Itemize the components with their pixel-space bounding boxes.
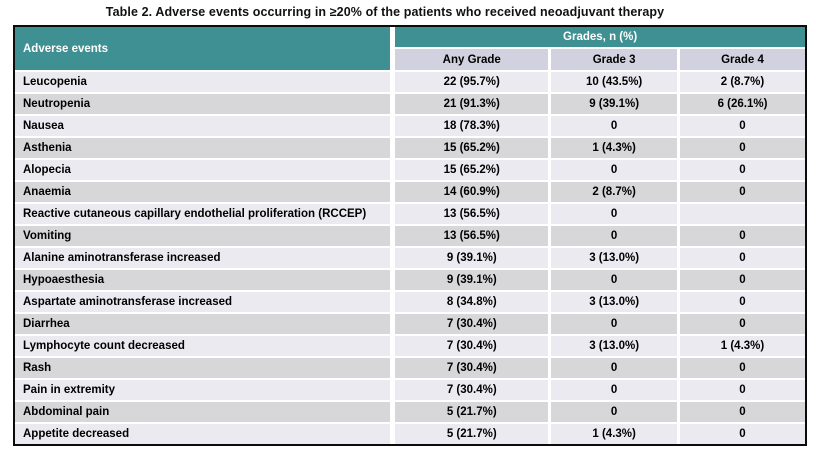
any-grade-cell: 9 (39.1%) (390, 248, 549, 270)
any-grade-cell: 14 (60.9%) (390, 182, 549, 204)
column-header-any-grade: Any Grade (390, 49, 549, 72)
any-grade-cell: 8 (34.8%) (390, 292, 549, 314)
table-row: Pain in extremity 7 (30.4%) 0 0 (15, 380, 805, 402)
any-grade-cell: 21 (91.3%) (390, 94, 549, 116)
grade3-cell: 0 (548, 160, 678, 182)
grade3-cell: 3 (13.0%) (548, 248, 678, 270)
any-grade-cell: 15 (65.2%) (390, 138, 549, 160)
grade4-cell: 0 (677, 380, 805, 402)
grade4-cell: 0 (677, 402, 805, 424)
grade4-cell: 0 (677, 226, 805, 248)
event-name-cell: Reactive cutaneous capillary endothelial… (15, 204, 391, 226)
grade4-cell: 6 (26.1%) (677, 94, 805, 116)
grade3-cell: 1 (4.3%) (548, 138, 678, 160)
event-name-cell: Asthenia (15, 138, 391, 160)
table-row: Hypoaesthesia 9 (39.1%) 0 0 (15, 270, 805, 292)
table-row: Alopecia 15 (65.2%) 0 0 (15, 160, 805, 182)
event-name-cell: Aspartate aminotransferase increased (15, 292, 391, 314)
table-row: Abdominal pain 5 (21.7%) 0 0 (15, 402, 805, 424)
grade3-cell: 0 (548, 358, 678, 380)
table-row: Neutropenia 21 (91.3%) 9 (39.1%) 6 (26.1… (15, 94, 805, 116)
grade3-cell: 0 (548, 204, 678, 226)
table-row: Rash 7 (30.4%) 0 0 (15, 358, 805, 380)
table-row: Reactive cutaneous capillary endothelial… (15, 204, 805, 226)
grade3-cell: 3 (13.0%) (548, 292, 678, 314)
grade4-cell: 0 (677, 248, 805, 270)
grade3-cell: 1 (4.3%) (548, 424, 678, 444)
table-row: Appetite decreased 5 (21.7%) 1 (4.3%) 0 (15, 424, 805, 444)
header-row-grades: Adverse events Grades, n (%) (15, 27, 805, 72)
event-name-cell: Neutropenia (15, 94, 391, 116)
event-name-cell: Hypoaesthesia (15, 270, 391, 292)
any-grade-cell: 5 (21.7%) (390, 402, 549, 424)
adverse-events-table: Adverse events Grades, n (%) Any Grade G… (15, 27, 805, 444)
grade4-cell: 2 (8.7%) (677, 72, 805, 94)
event-name-cell: Abdominal pain (15, 402, 391, 424)
table-row: Asthenia 15 (65.2%) 1 (4.3%) 0 (15, 138, 805, 160)
grade4-cell: 0 (677, 182, 805, 204)
table-row: Anaemia 14 (60.9%) 2 (8.7%) 0 (15, 182, 805, 204)
event-name-cell: Lymphocyte count decreased (15, 336, 391, 358)
event-name-cell: Anaemia (15, 182, 391, 204)
adverse-events-table-frame: Adverse events Grades, n (%) Any Grade G… (13, 25, 807, 446)
grade4-cell: 0 (677, 314, 805, 336)
table-row: Diarrhea 7 (30.4%) 0 0 (15, 314, 805, 336)
table-row: Leucopenia 22 (95.7%) 10 (43.5%) 2 (8.7%… (15, 72, 805, 94)
any-grade-cell: 9 (39.1%) (390, 270, 549, 292)
any-grade-cell: 22 (95.7%) (390, 72, 549, 94)
any-grade-cell: 13 (56.5%) (390, 204, 549, 226)
column-header-adverse-events: Adverse events (15, 27, 391, 72)
grade3-cell: 0 (548, 226, 678, 248)
event-name-cell: Rash (15, 358, 391, 380)
any-grade-cell: 18 (78.3%) (390, 116, 549, 138)
grade4-cell: 0 (677, 358, 805, 380)
column-header-grade-4: Grade 4 (677, 49, 805, 72)
column-header-grade-3: Grade 3 (548, 49, 678, 72)
event-name-cell: Alopecia (15, 160, 391, 182)
grade4-cell: 0 (677, 270, 805, 292)
event-name-cell: Leucopenia (15, 72, 391, 94)
grade3-cell: 10 (43.5%) (548, 72, 678, 94)
event-name-cell: Appetite decreased (15, 424, 391, 444)
event-name-cell: Diarrhea (15, 314, 391, 336)
grade4-cell: 1 (4.3%) (677, 336, 805, 358)
grade3-cell: 0 (548, 402, 678, 424)
any-grade-cell: 13 (56.5%) (390, 226, 549, 248)
table-row: Vomiting 13 (56.5%) 0 0 (15, 226, 805, 248)
grade3-cell: 0 (548, 270, 678, 292)
header-row-subheaders: Any Grade Grade 3 Grade 4 (15, 49, 805, 72)
grade3-cell: 3 (13.0%) (548, 336, 678, 358)
grade3-cell: 2 (8.7%) (548, 182, 678, 204)
any-grade-cell: 7 (30.4%) (390, 380, 549, 402)
any-grade-cell: 7 (30.4%) (390, 314, 549, 336)
any-grade-cell: 5 (21.7%) (390, 424, 549, 444)
column-header-grades: Grades, n (%) (390, 27, 805, 49)
event-name-cell: Vomiting (15, 226, 391, 248)
table-row: Nausea 18 (78.3%) 0 0 (15, 116, 805, 138)
event-name-cell: Nausea (15, 116, 391, 138)
any-grade-cell: 15 (65.2%) (390, 160, 549, 182)
table-row: Lymphocyte count decreased 7 (30.4%) 3 (… (15, 336, 805, 358)
grade3-cell: 0 (548, 314, 678, 336)
grade3-cell: 0 (548, 380, 678, 402)
event-name-cell: Alanine aminotransferase increased (15, 248, 391, 270)
event-name-cell: Pain in extremity (15, 380, 391, 402)
any-grade-cell: 7 (30.4%) (390, 336, 549, 358)
any-grade-cell: 7 (30.4%) (390, 358, 549, 380)
grade4-cell: 0 (677, 292, 805, 314)
table-caption: Table 2. Adverse events occurring in ≥20… (105, 5, 665, 19)
grade4-cell (677, 204, 805, 226)
grade3-cell: 9 (39.1%) (548, 94, 678, 116)
grade4-cell: 0 (677, 160, 805, 182)
table-row: Alanine aminotransferase increased 9 (39… (15, 248, 805, 270)
grade3-cell: 0 (548, 116, 678, 138)
grade4-cell: 0 (677, 424, 805, 444)
table-row: Aspartate aminotransferase increased 8 (… (15, 292, 805, 314)
grade4-cell: 0 (677, 116, 805, 138)
grade4-cell: 0 (677, 138, 805, 160)
